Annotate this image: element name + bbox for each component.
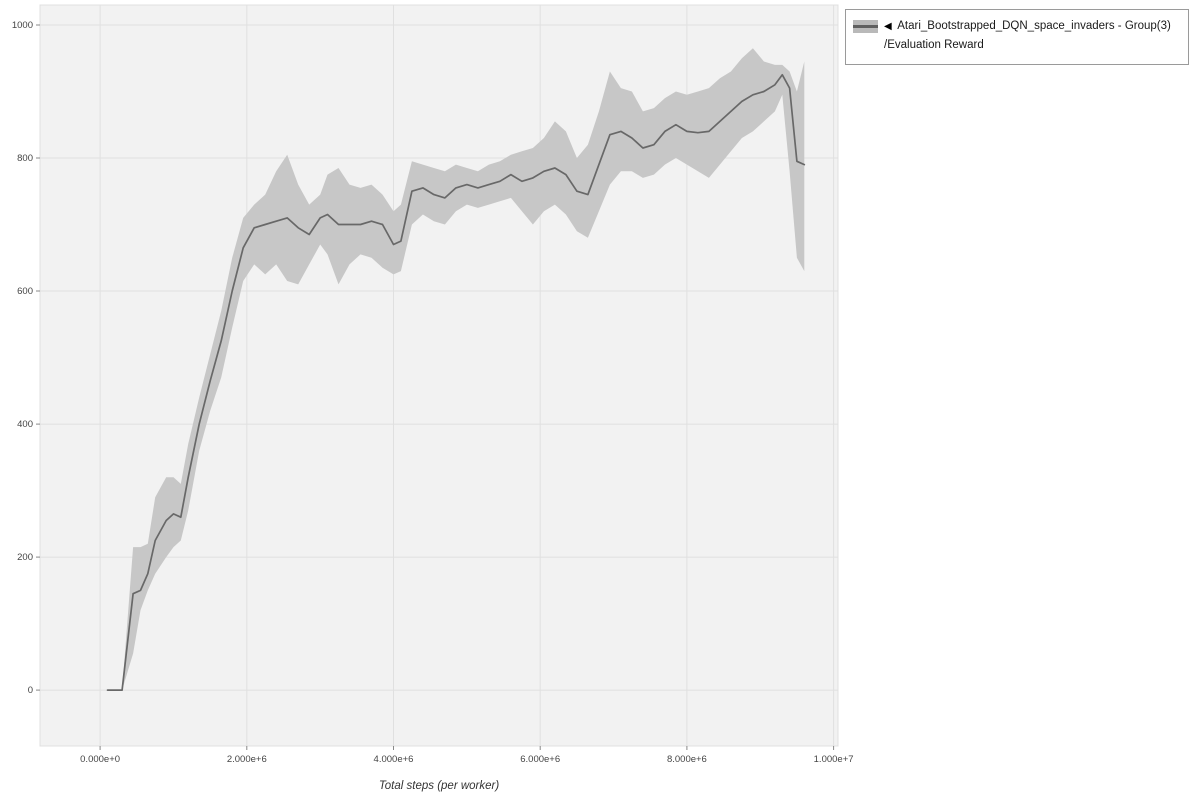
legend-metric: /Evaluation Reward [884, 38, 984, 51]
confidence-band [107, 48, 805, 691]
legend-series-name: Atari_Bootstrapped_DQN_space_invaders - … [897, 20, 1171, 32]
x-tick-label: 8.000e+6 [667, 754, 707, 765]
y-tick-label: 600 [17, 286, 33, 297]
mean-line [106, 73, 806, 691]
y-tick-label: 200 [17, 552, 33, 563]
legend-swatch-mean-line [853, 25, 878, 28]
legend-swatch-band-line-icon [853, 20, 878, 33]
x-tick-label: 6.000e+6 [520, 754, 560, 765]
y-tick-label: 1000 [12, 20, 33, 31]
y-tick-label: 0 [28, 685, 33, 696]
legend-label: ◀ Atari_Bootstrapped_DQN_space_invaders … [884, 17, 1179, 55]
x-tick-label: 4.000e+6 [374, 754, 414, 765]
legend[interactable]: ◀ Atari_Bootstrapped_DQN_space_invaders … [845, 9, 1189, 65]
legend-collapse-icon[interactable]: ◀ [884, 21, 892, 32]
x-tick-label: 0.000e+0 [80, 754, 120, 765]
y-tick-label: 400 [17, 419, 33, 430]
x-tick-label: 1.000e+7 [814, 754, 854, 765]
x-tick-label: 2.000e+6 [227, 754, 267, 765]
x-axis-title: Total steps (per worker) [378, 780, 500, 792]
y-tick-label: 800 [17, 153, 33, 164]
